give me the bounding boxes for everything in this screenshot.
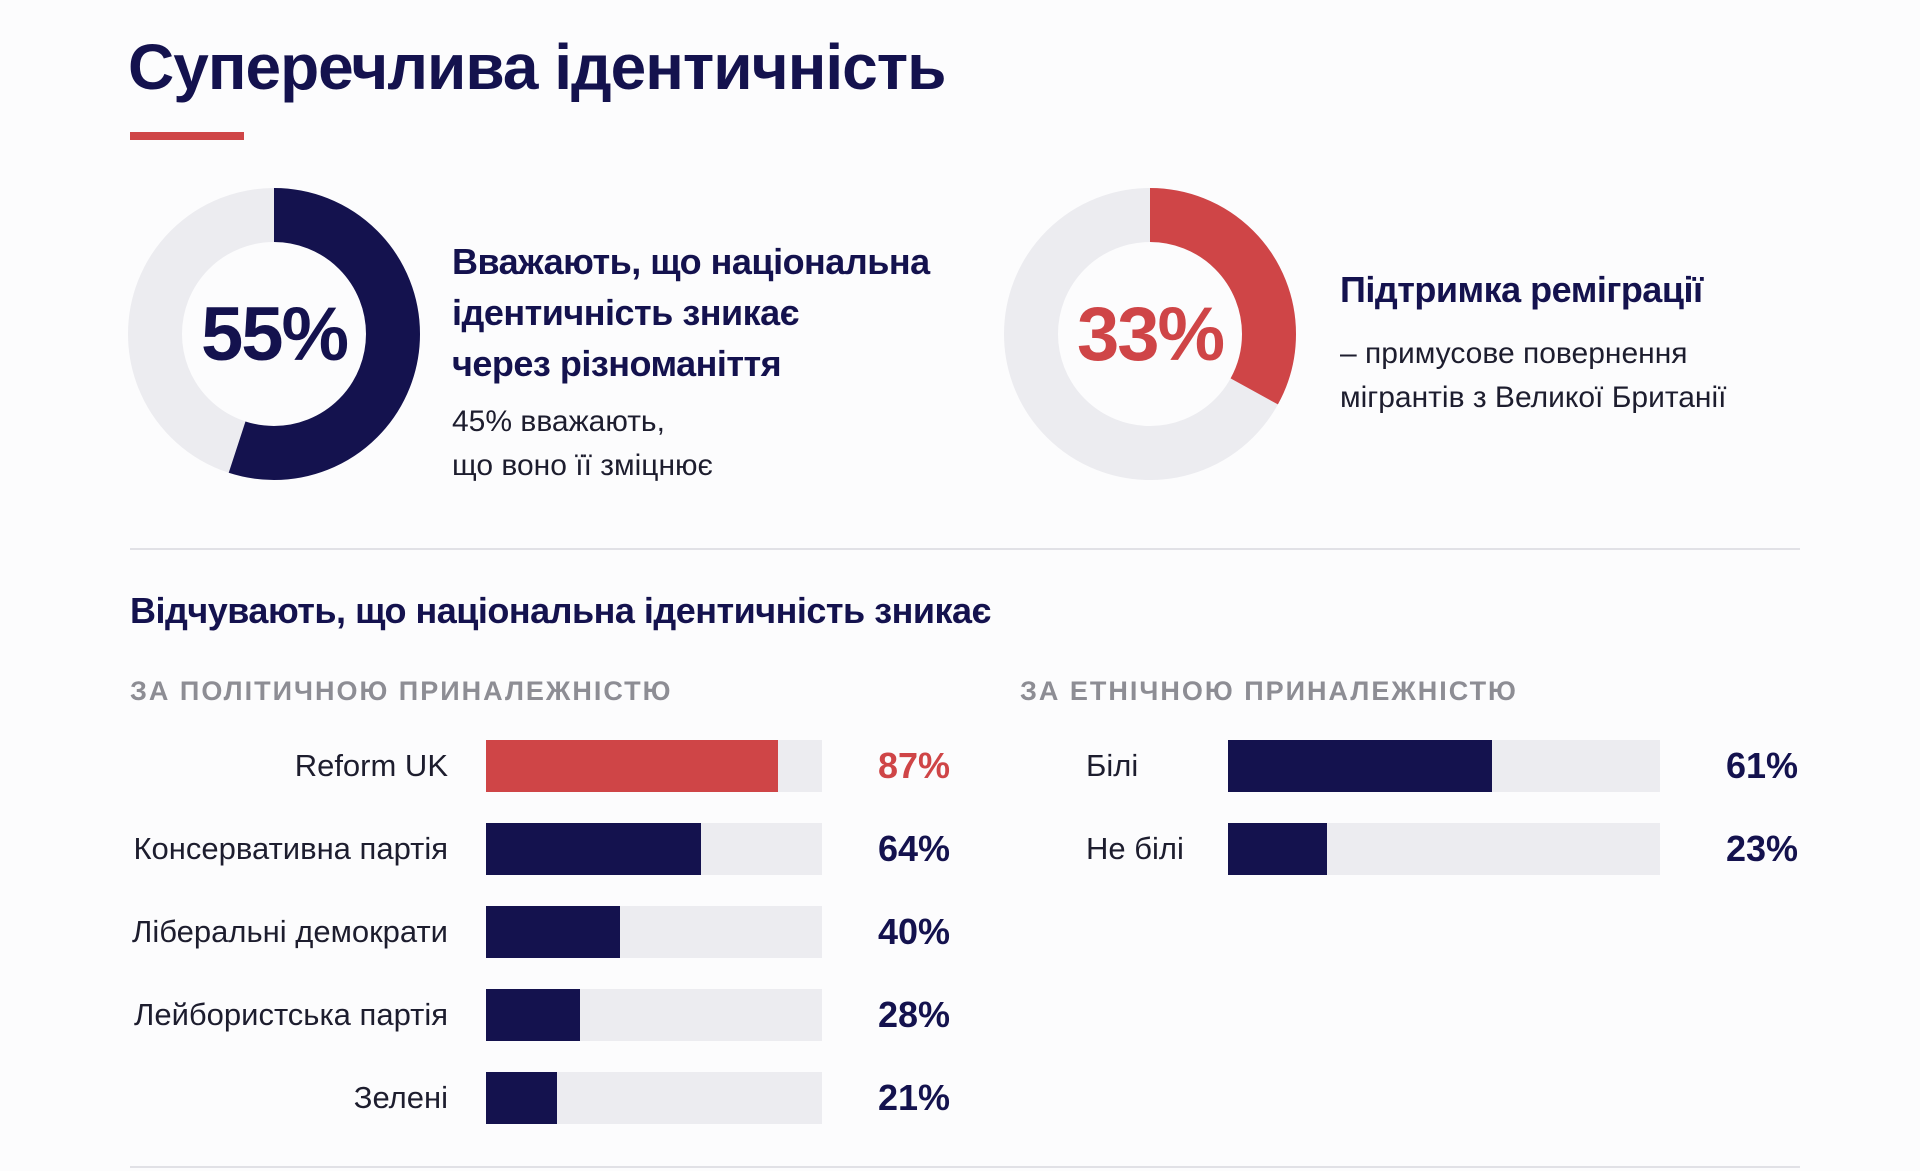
- bar-label: Консервативна партія: [133, 831, 449, 866]
- bar-fill: [1228, 823, 1328, 875]
- bar-value: 61%: [1726, 745, 1799, 786]
- bar-value: 64%: [878, 828, 951, 869]
- bar-track: [1228, 740, 1660, 792]
- group-title-ethnic: ЗА ЕТНІЧНОЮ ПРИНАЛЕЖНІСТЮ: [1020, 676, 1518, 706]
- bar-fill: [486, 823, 702, 875]
- bar-track: [486, 906, 822, 958]
- bar-label: Лейбористська партія: [133, 997, 448, 1032]
- stat-subtext-line: 45% вважають,: [452, 405, 665, 438]
- donut-arc: [1004, 188, 1296, 480]
- bar-label: Reform UK: [294, 748, 448, 783]
- bar-fill: [486, 989, 581, 1041]
- donut-value: 33%: [1076, 291, 1225, 377]
- page-title: Суперечлива ідентичність: [128, 31, 946, 103]
- donut-chart-national-identity: 55%: [128, 188, 420, 480]
- donut-svg: [128, 188, 420, 480]
- bar-fill: [1228, 740, 1492, 792]
- bar-value: 40%: [878, 911, 951, 952]
- bar-value: 28%: [878, 994, 951, 1035]
- stat-headline-line: ідентичність зникає: [452, 292, 800, 333]
- bar-fill: [486, 740, 779, 792]
- bar-label: Не білі: [1086, 831, 1184, 866]
- bar-value: 23%: [1726, 828, 1799, 869]
- bar-fill: [486, 1072, 557, 1124]
- bar-value: 87%: [878, 745, 951, 786]
- bar-label: Ліберальні демократи: [132, 914, 448, 949]
- bar-track: [486, 1072, 822, 1124]
- divider: [130, 548, 1800, 550]
- bar-track: [486, 740, 822, 792]
- stat-subtext-line: що воно її зміцнює: [452, 449, 713, 482]
- donut-svg: [1004, 188, 1296, 480]
- bar-track: [486, 989, 822, 1041]
- stat-subtext-line: – примусове повернення: [1340, 337, 1688, 370]
- stat-headline: Підтримка реміграції: [1340, 264, 1703, 315]
- stat-headline-line: через різноманіття: [452, 343, 782, 384]
- bar-label: Білі: [1086, 748, 1139, 783]
- bar-track: [486, 823, 822, 875]
- bar-value: 21%: [878, 1077, 951, 1118]
- donut-value: 55%: [200, 291, 349, 377]
- stat-subtext: 45% вважають, що воно її зміцнює: [452, 400, 713, 488]
- bar-track: [1228, 823, 1660, 875]
- stat-subtext-line: мігрантів з Великої Британії: [1340, 381, 1727, 414]
- bar-label: Зелені: [353, 1080, 448, 1115]
- donut-chart-remigration: 33%: [1004, 188, 1296, 480]
- bar-fill: [486, 906, 621, 958]
- group-title-political: ЗА ПОЛІТИЧНОЮ ПРИНАЛЕЖНІСТЮ: [130, 676, 673, 706]
- stat-headline: Вважають, що національна ідентичність зн…: [452, 236, 930, 389]
- stat-subtext: – примусове повернення мігрантів з Велик…: [1340, 332, 1727, 420]
- divider: [130, 1166, 1800, 1168]
- title-underline: [130, 132, 244, 140]
- stat-headline-line: Підтримка реміграції: [1340, 269, 1703, 310]
- donut-arc: [128, 188, 420, 480]
- stat-headline-line: Вважають, що національна: [452, 241, 930, 282]
- section-title: Відчувають, що національна ідентичність …: [130, 590, 991, 631]
